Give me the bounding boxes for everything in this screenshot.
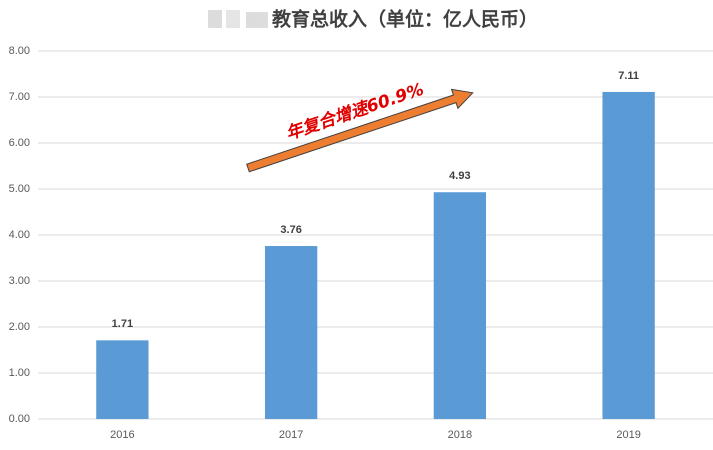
- y-tick-label: 7.00: [9, 91, 30, 103]
- blur-block: [246, 12, 268, 28]
- blurred-prefix: [208, 10, 268, 28]
- y-tick-label: 3.00: [9, 275, 30, 287]
- x-tick-label: 2016: [110, 429, 134, 441]
- y-tick-label: 6.00: [9, 137, 30, 149]
- y-tick-label: 4.00: [9, 229, 30, 241]
- y-tick-label: 8.00: [9, 45, 30, 57]
- bar: [96, 340, 149, 419]
- x-tick-label: 2017: [279, 429, 303, 441]
- data-label: 1.71: [112, 318, 133, 330]
- chart-title: 教育总收入（单位：亿人民币）: [272, 8, 538, 31]
- bar: [433, 192, 487, 419]
- arrow-shape: [246, 88, 474, 173]
- y-tick-label: 0.00: [9, 413, 30, 425]
- blur-block: [208, 10, 222, 28]
- plot-area: 0.00 1.00 2.00 3.00 4.00 5.00 6.00 7.00 8.00 2016…: [9, 45, 713, 441]
- growth-arrow: [246, 88, 474, 173]
- x-tick-label: 2018: [448, 429, 472, 441]
- y-tick-label: 2.00: [9, 321, 30, 333]
- bar: [602, 91, 655, 419]
- data-label: 3.76: [280, 224, 301, 236]
- blur-block: [226, 10, 240, 28]
- bar: [264, 246, 318, 419]
- y-tick-label: 1.00: [9, 367, 30, 379]
- x-tick-label: 2019: [616, 429, 640, 441]
- y-tick-label: 5.00: [9, 183, 30, 195]
- data-label: 4.93: [449, 170, 470, 182]
- data-label: 7.11: [618, 70, 639, 82]
